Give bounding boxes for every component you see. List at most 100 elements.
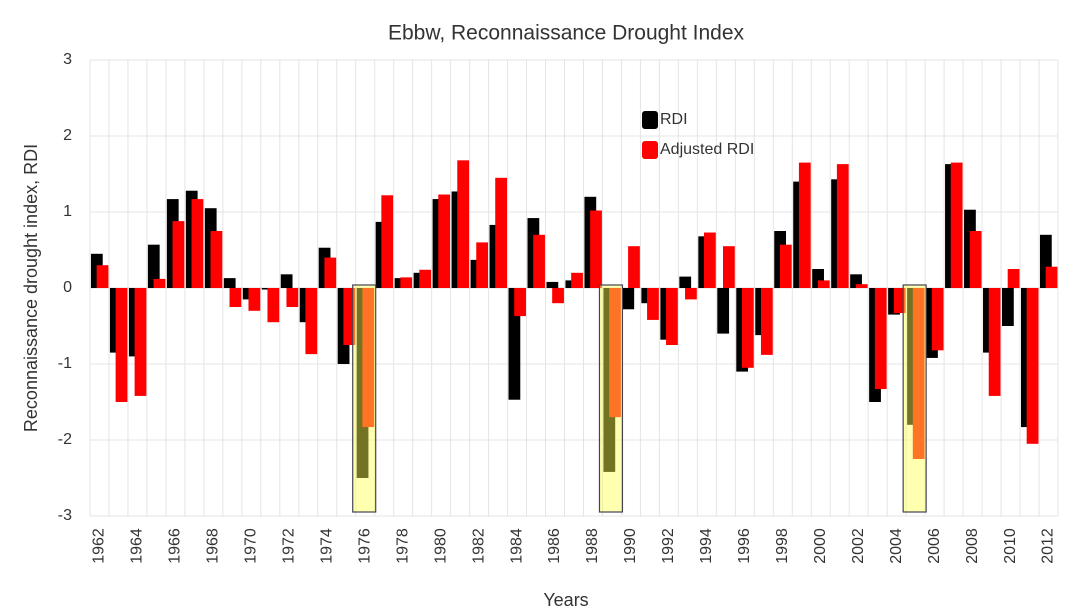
bar [950,162,963,288]
bar [855,284,868,288]
x-tick-label: 1990 [622,528,639,564]
bar [223,278,236,288]
y-tick-label: 0 [63,279,72,296]
highlight-box [902,284,927,513]
x-tick-label: 1984 [508,528,525,564]
bar [533,234,545,288]
bar [741,288,754,368]
x-tick-label: 1986 [546,528,563,564]
bar [685,288,697,300]
y-tick-label: 3 [63,51,72,68]
bar [172,221,185,288]
bar [760,288,773,355]
bar [381,195,394,288]
x-axis-label: Years [543,590,588,610]
bar [798,162,811,288]
x-tick-label: 2010 [1002,528,1019,564]
bar [988,288,1001,396]
bar [893,288,906,314]
legend: RDI Adjusted RDI [642,111,754,159]
chart-title: Ebbw, Reconnaissance Drought Index [388,22,745,45]
x-tick-label: 1988 [584,528,601,564]
bar [679,276,692,288]
bar [1026,288,1039,444]
bar [552,288,564,304]
bar [286,288,299,307]
bar [191,199,204,288]
x-tick-label: 1980 [432,528,449,564]
legend-label: Adjusted RDI [660,141,754,158]
bar [476,242,489,288]
bar [704,232,716,288]
highlight-box [352,284,377,513]
x-tick-label: 1964 [129,528,146,564]
bar [280,274,293,288]
bar [324,257,337,288]
bar [546,281,559,288]
legend-swatch [642,111,658,129]
highlight-box [598,284,624,513]
bar [1039,234,1052,288]
bar [874,288,887,390]
legend-swatch [642,141,658,159]
bar [1002,288,1014,326]
x-tick-label: 1996 [736,528,753,564]
x-tick-label: 1968 [205,528,222,564]
bar [590,210,602,288]
bar [343,288,356,345]
bar [267,288,280,323]
bar [609,288,621,418]
bar [1045,266,1058,288]
x-tick-label: 1982 [470,528,487,564]
bar [779,244,792,288]
bar [210,231,223,288]
x-tick-label: 2000 [812,528,829,564]
bar [153,278,166,288]
x-tick-label: 2008 [964,528,981,564]
grid [89,59,1059,517]
bar [717,288,730,334]
x-tick-label: 1994 [698,528,715,564]
x-tick-label: 1974 [318,528,335,564]
x-tick-label: 1998 [774,528,791,564]
bar [647,288,659,320]
bar [571,272,583,288]
bar [419,269,432,288]
y-tick-label: 1 [63,203,72,220]
highlights [352,284,927,513]
bar [912,288,925,459]
bar [508,288,521,400]
bar [812,269,824,288]
y-tick-label: -2 [58,431,72,448]
x-tick-label: 2004 [888,528,905,564]
x-tick-label: 1966 [167,528,184,564]
bar [969,231,982,288]
x-tick-label: 1962 [91,528,108,564]
x-tick-label: 2006 [926,528,943,564]
bar [850,274,862,288]
bar [457,160,470,288]
bar [115,288,128,402]
bar [495,177,507,288]
x-tick-label: 1992 [660,528,677,564]
x-tick-label: 1972 [281,528,298,564]
y-tick-label: -3 [58,507,72,524]
bar [628,246,640,288]
bar [96,265,109,288]
labels: 3 2 1 0 -1 -2 -3 1962 1964 1966 1968 1970 1972 1974 19… [58,51,1057,564]
bar [248,288,261,311]
bar [1007,269,1020,288]
bars [90,160,1058,478]
bar [817,280,830,288]
bar [438,194,451,288]
bar [147,244,160,288]
bar [229,288,242,307]
bar [362,288,375,428]
bar [400,277,413,288]
bar [305,288,318,355]
bar [134,288,147,396]
x-tick-label: 1976 [356,528,373,564]
bar [514,288,526,317]
y-tick-label: 2 [63,127,72,144]
